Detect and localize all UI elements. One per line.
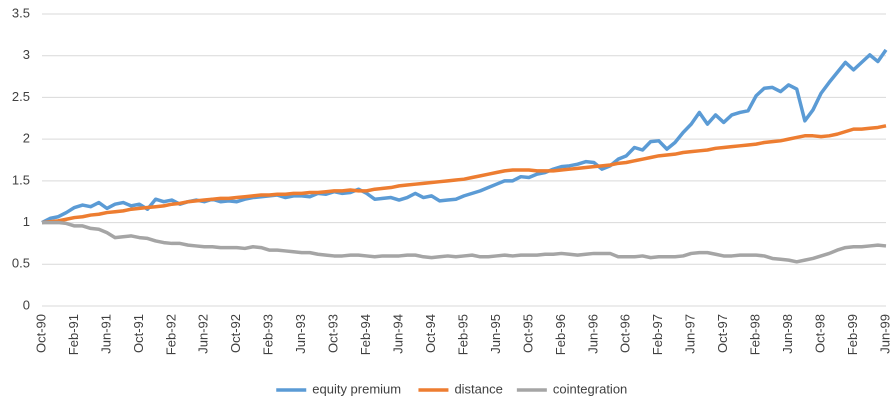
x-tick-label: Feb-98 bbox=[748, 314, 763, 355]
x-tick-label: Jun-98 bbox=[780, 314, 795, 354]
x-tick-label: Oct-92 bbox=[228, 314, 243, 353]
x-tick-label: Oct-93 bbox=[326, 314, 341, 353]
legend-label: equity premium bbox=[312, 381, 401, 396]
x-tick-label: Feb-91 bbox=[66, 314, 81, 355]
x-tick-label: Jun-99 bbox=[877, 314, 892, 354]
y-tick-label: 1.5 bbox=[12, 172, 30, 187]
x-tick-label: Jun-96 bbox=[585, 314, 600, 354]
series-line bbox=[41, 48, 888, 225]
y-tick-label: 0 bbox=[23, 297, 30, 312]
x-tick-label: Jun-91 bbox=[98, 314, 113, 354]
y-tick-label: 3 bbox=[23, 47, 30, 62]
series-line bbox=[42, 220, 887, 264]
x-tick-label: Jun-94 bbox=[391, 314, 406, 354]
y-tick-label: 1 bbox=[23, 214, 30, 229]
y-tick-label: 0.5 bbox=[12, 256, 30, 271]
y-tick-label: 2 bbox=[23, 131, 30, 146]
x-tick-label: Jun-92 bbox=[196, 314, 211, 354]
x-tick-label: Jun-97 bbox=[683, 314, 698, 354]
x-tick-label: Oct-95 bbox=[520, 314, 535, 353]
x-tick-label: Feb-93 bbox=[261, 314, 276, 355]
y-tick-label: 2.5 bbox=[12, 89, 30, 104]
x-tick-label: Oct-94 bbox=[423, 314, 438, 353]
x-tick-label: Feb-94 bbox=[358, 314, 373, 355]
x-tick-label: Feb-99 bbox=[845, 314, 860, 355]
legend-label: cointegration bbox=[553, 381, 627, 396]
x-tick-label: Feb-95 bbox=[455, 314, 470, 355]
x-tick-label: Jun-93 bbox=[293, 314, 308, 354]
legend-label: distance bbox=[454, 381, 502, 396]
x-tick-label: Oct-98 bbox=[813, 314, 828, 353]
x-tick-label: Oct-91 bbox=[131, 314, 146, 353]
x-tick-label: Feb-96 bbox=[553, 314, 568, 355]
x-tick-label: Oct-90 bbox=[33, 314, 48, 353]
x-tick-label: Oct-97 bbox=[715, 314, 730, 353]
series-line bbox=[41, 124, 887, 225]
y-tick-label: 3.5 bbox=[12, 5, 30, 20]
x-tick-label: Feb-92 bbox=[163, 314, 178, 355]
x-tick-label: Jun-95 bbox=[488, 314, 503, 354]
x-tick-label: Oct-96 bbox=[618, 314, 633, 353]
x-tick-label: Feb-97 bbox=[650, 314, 665, 355]
